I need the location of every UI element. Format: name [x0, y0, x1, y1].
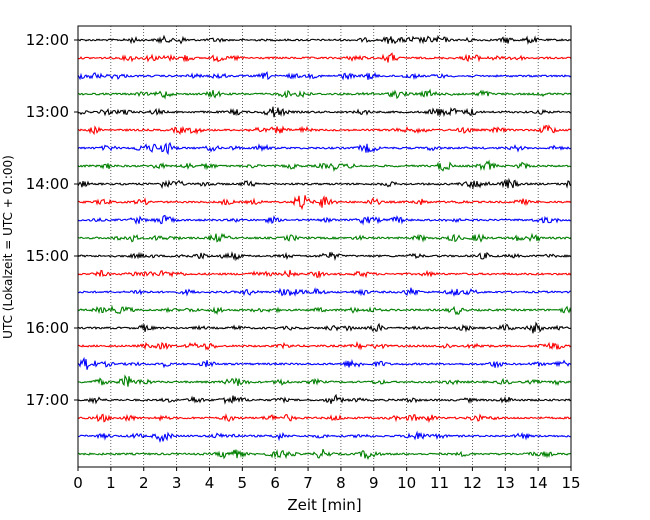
trace-line: [77, 88, 572, 100]
y-axis-label: UTC (Lokalzeit = UTC + 01:00): [1, 155, 15, 339]
y-tick-label: 14:00: [26, 175, 69, 193]
trace-line: [77, 195, 572, 211]
y-tick-label: 12:00: [26, 31, 69, 49]
x-tick-label: 8: [336, 474, 346, 492]
trace-line: [77, 269, 572, 279]
trace-line: [77, 413, 572, 424]
x-tick-label: 14: [529, 474, 548, 492]
x-tick-label: 7: [303, 474, 313, 492]
x-axis-label: Zeit [min]: [287, 496, 361, 514]
trace-line: [77, 340, 572, 351]
trace-line: [77, 304, 572, 316]
x-tick-label: 5: [238, 474, 248, 492]
trace-line: [77, 374, 572, 387]
trace-line: [77, 52, 572, 63]
trace-line: [77, 393, 572, 405]
x-tick-label: 11: [430, 474, 449, 492]
y-tick-label: 16:00: [26, 319, 69, 337]
x-tick-label: 13: [496, 474, 515, 492]
trace-line: [77, 159, 572, 173]
x-tick-label: 3: [172, 474, 182, 492]
x-tick-label: 0: [73, 474, 83, 492]
x-tick-label: 6: [270, 474, 280, 492]
trace-line: [77, 250, 572, 262]
y-axis-ticks: 12:00 13:00 14:00 15:00 16:00 17:00: [26, 31, 78, 409]
plot-frame: [77, 25, 572, 468]
trace-line: [77, 214, 572, 226]
trace-line: [77, 448, 572, 461]
x-tick-label: 1: [106, 474, 116, 492]
x-axis-ticks: 0 1 2 3 4 5 6 7 8 9 10 11 12 13 14 15: [73, 467, 581, 492]
x-tick-label: 10: [397, 474, 416, 492]
trace-line: [77, 321, 572, 334]
trace-line: [77, 124, 572, 136]
trace-line: [77, 356, 572, 370]
trace-line: [77, 141, 572, 156]
trace-line: [77, 177, 572, 190]
trace-line: [77, 71, 572, 81]
trace-line: [77, 232, 572, 243]
x-tick-label: 4: [205, 474, 215, 492]
x-tick-label: 9: [369, 474, 379, 492]
y-tick-label: 15:00: [26, 247, 69, 265]
y-tick-label: 17:00: [26, 391, 69, 409]
y-tick-label: 13:00: [26, 103, 69, 121]
trace-line: [77, 34, 572, 46]
x-tick-label: 15: [561, 474, 580, 492]
seismic-traces: [77, 34, 572, 461]
trace-line: [77, 287, 572, 297]
trace-line: [77, 106, 572, 118]
x-tick-label: 2: [139, 474, 149, 492]
trace-line: [77, 430, 572, 443]
x-tick-label: 12: [463, 474, 482, 492]
